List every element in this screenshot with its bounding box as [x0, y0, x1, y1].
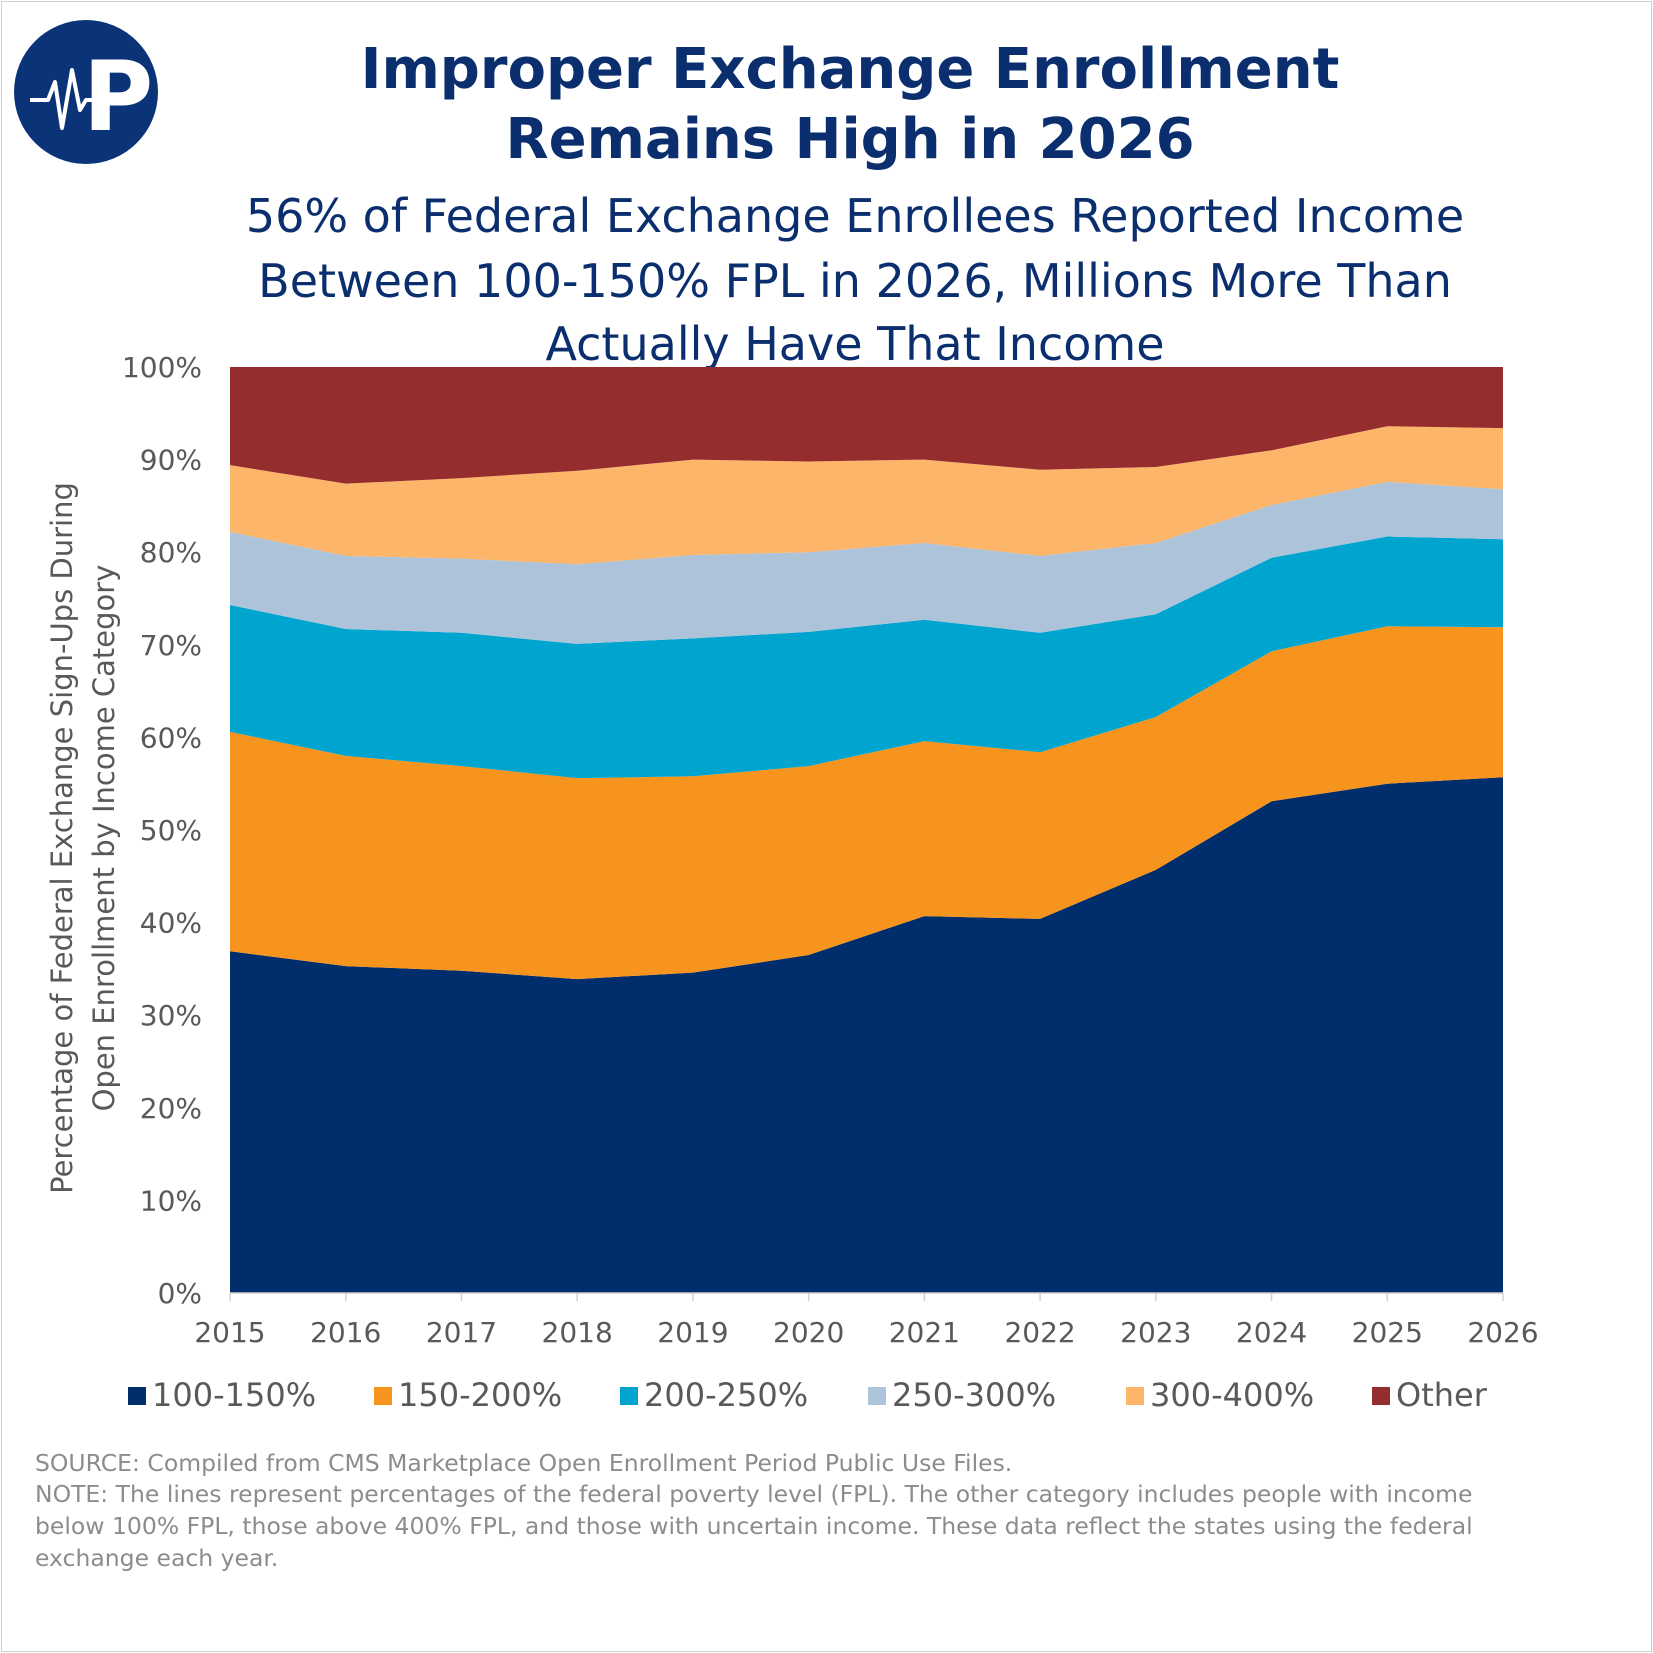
area-300-400pct: [230, 426, 1503, 565]
y-tick-label: 80%: [140, 536, 202, 569]
area-250-300pct: [230, 481, 1503, 644]
x-tick-label: 2024: [1236, 1316, 1307, 1349]
footer-note-line-2: below 100% FPL, those above 400% FPL, an…: [35, 1512, 1473, 1540]
footer-note-line-3: exchange each year.: [35, 1544, 278, 1572]
legend-label: 100-150%: [152, 1376, 316, 1414]
legend-label: 150-200%: [398, 1376, 562, 1414]
legend: 100-150% 150-200% 200-250% 250-300% 300-400%…: [128, 1376, 1488, 1414]
legend-swatch: [620, 1387, 638, 1405]
logo-letter: P: [83, 41, 153, 153]
y-tick-label: 40%: [140, 907, 202, 940]
title-line-2: Remains High in 2026: [505, 107, 1194, 172]
legend-swatch: [1372, 1387, 1390, 1405]
x-tick-label: 2016: [310, 1316, 381, 1349]
legend-label: 300-400%: [1150, 1376, 1314, 1414]
y-axis: 0% 10% 20% 30% 40% 50% 60% 70% 80% 90% 100%: [122, 351, 202, 1310]
y-tick-label: 90%: [140, 444, 202, 477]
legend-label: 200-250%: [644, 1376, 808, 1414]
legend-label: 250-300%: [892, 1376, 1056, 1414]
legend-swatch: [374, 1387, 392, 1405]
logo-circle: [14, 20, 158, 164]
y-tick-label: 30%: [140, 999, 202, 1032]
area-150-200pct: [230, 626, 1503, 980]
area-200-250pct: [230, 536, 1503, 779]
x-tick-label: 2023: [1120, 1316, 1191, 1349]
y-tick-label: 100%: [122, 351, 202, 384]
y-tick-label: 70%: [140, 629, 202, 662]
y-axis-label-line-2: Open Enrollment by Income Category: [87, 565, 121, 1112]
y-tick-label: 50%: [140, 814, 202, 847]
footer-source: SOURCE: Compiled from CMS Marketplace Op…: [35, 1449, 1012, 1477]
x-tick-label: 2025: [1352, 1316, 1423, 1349]
plot-area: [230, 367, 1503, 1293]
x-tick-label: 2015: [194, 1316, 265, 1349]
x-tick-label: 2019: [657, 1316, 728, 1349]
x-tick-label: 2018: [542, 1316, 613, 1349]
y-axis-label-line-1: Percentage of Federal Exchange Sign-Ups …: [45, 482, 79, 1194]
subtitle-line-1: 56% of Federal Exchange Enrollees Report…: [246, 189, 1464, 243]
y-tick-label: 0%: [158, 1277, 202, 1310]
x-axis: 2015 2016 2017 2018 2019 2020 2021 2022 2023 2024…: [194, 1292, 1539, 1349]
x-tick-label: 2022: [1004, 1316, 1075, 1349]
x-tick-label: 2021: [889, 1316, 960, 1349]
subtitle-line-3: Actually Have That Income: [545, 317, 1164, 371]
heartbeat-icon: [30, 68, 96, 130]
legend-swatch: [868, 1387, 886, 1405]
legend-swatch: [128, 1387, 146, 1405]
x-tick-label: 2026: [1467, 1316, 1538, 1349]
legend-label: Other: [1396, 1376, 1488, 1414]
logo: P: [14, 20, 158, 164]
title-line-1: Improper Exchange Enrollment: [361, 37, 1340, 102]
legend-swatch: [1126, 1387, 1144, 1405]
y-tick-label: 20%: [140, 1092, 202, 1125]
area-other: [230, 367, 1503, 484]
area-100-150pct: [230, 777, 1503, 1293]
footer-note-line-1: NOTE: The lines represent percentages of…: [35, 1480, 1472, 1508]
x-tick-label: 2017: [426, 1316, 497, 1349]
y-tick-label: 60%: [140, 721, 202, 754]
subtitle-line-2: Between 100-150% FPL in 2026, Millions M…: [258, 254, 1452, 308]
y-tick-label: 10%: [140, 1184, 202, 1217]
x-tick-label: 2020: [773, 1316, 844, 1349]
